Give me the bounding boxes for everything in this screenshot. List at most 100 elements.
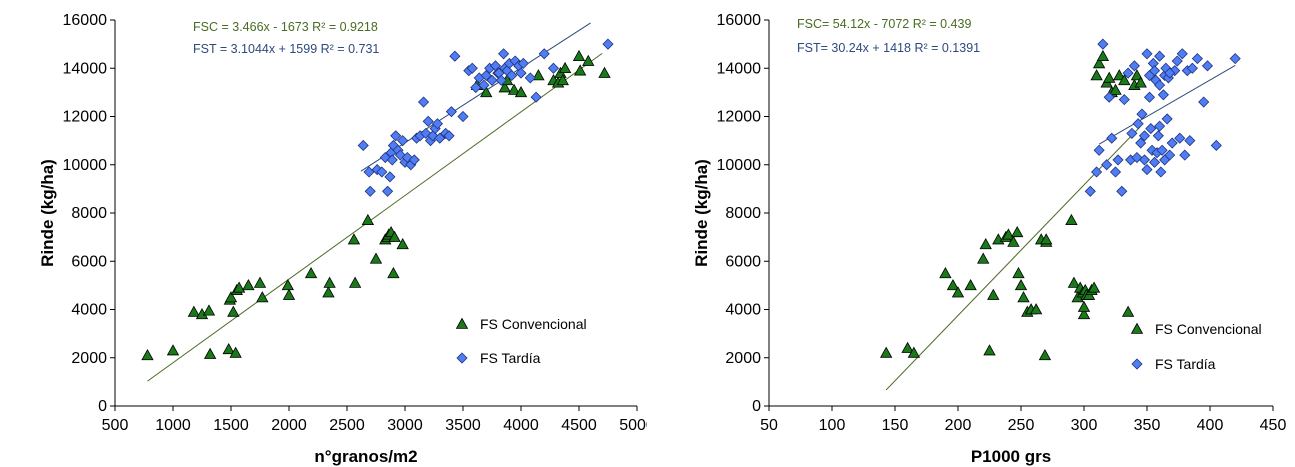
data-point	[573, 64, 587, 76]
y-tick-label: 8000	[71, 205, 107, 222]
data-point	[1141, 48, 1153, 60]
data-point	[1007, 235, 1020, 247]
data-point	[187, 305, 201, 317]
data-point	[1097, 38, 1109, 50]
data-point	[1116, 185, 1128, 197]
data-point	[498, 48, 510, 60]
x-tick-label: 400	[1197, 417, 1224, 434]
data-point	[445, 106, 457, 118]
legend-item: FS Convencional	[455, 316, 587, 332]
data-point	[1135, 137, 1147, 149]
data-point	[983, 344, 996, 356]
legend-triangle-icon	[1130, 322, 1144, 334]
data-point	[323, 276, 336, 288]
legend-label: FS Tardía	[480, 350, 541, 366]
data-point	[1002, 228, 1015, 240]
y-tick-label: 6000	[71, 253, 107, 270]
data-point	[202, 304, 216, 316]
data-point	[480, 86, 493, 98]
y-tick-label: 2000	[725, 350, 761, 367]
data-point	[1157, 89, 1169, 101]
data-point	[376, 166, 388, 178]
data-point	[1198, 96, 1210, 108]
legend: FS Convencional FS Tardía	[455, 316, 587, 366]
data-point	[1148, 156, 1161, 168]
data-point	[907, 346, 921, 358]
data-point	[1161, 113, 1173, 125]
data-point	[1077, 308, 1091, 320]
data-point	[1154, 79, 1166, 91]
data-point	[1091, 166, 1103, 178]
data-point	[572, 49, 586, 61]
data-point	[582, 54, 595, 66]
data-point	[1134, 76, 1147, 88]
data-point	[556, 73, 569, 86]
data-point	[1090, 69, 1103, 81]
trend-equation-convencional: FSC= 54.12x - 7072 R² = 0.439	[797, 17, 971, 31]
x-tick-label: 350	[1134, 417, 1161, 434]
data-point	[1201, 60, 1214, 72]
y-tick-label: 12000	[63, 109, 108, 126]
data-point	[506, 69, 518, 82]
data-point	[224, 291, 238, 303]
data-point	[901, 341, 914, 353]
data-point	[939, 266, 952, 279]
data-point	[1118, 73, 1131, 86]
data-point	[222, 342, 235, 355]
data-point	[1029, 303, 1043, 315]
legend: FS Convencional FS Tardía	[1130, 321, 1262, 372]
legend-triangle-icon	[455, 317, 469, 329]
data-point	[1184, 135, 1196, 147]
data-point	[384, 171, 396, 183]
data-point	[987, 288, 1000, 300]
data-point	[538, 48, 550, 60]
data-point	[166, 344, 180, 356]
y-tick-label: 16000	[717, 12, 762, 29]
data-point	[1132, 118, 1144, 130]
data-point	[598, 66, 611, 78]
data-point	[417, 96, 430, 108]
y-tick-label: 4000	[71, 302, 107, 319]
data-point	[390, 130, 402, 142]
data-point	[1130, 69, 1144, 81]
data-point	[434, 132, 446, 144]
legend-diamond-icon	[1131, 358, 1143, 370]
data-point	[1109, 166, 1122, 178]
x-tick-label: 3000	[387, 417, 423, 434]
data-point	[1174, 132, 1186, 144]
data-point	[532, 69, 545, 81]
y-axis-title: Rinde (kg/ha)	[38, 159, 57, 267]
y-tick-label: 12000	[717, 109, 762, 126]
legend-label: FS Convencional	[1155, 321, 1262, 337]
data-point	[1017, 291, 1030, 303]
data-point	[396, 238, 409, 250]
trendline-tardia	[1098, 64, 1236, 145]
data-point	[524, 72, 536, 84]
data-point	[1087, 281, 1101, 293]
y-axis-title: Rinde (kg/ha)	[692, 159, 711, 267]
data-point	[397, 135, 409, 147]
data-point	[495, 74, 507, 86]
data-point	[478, 79, 490, 91]
data-point	[1103, 91, 1115, 103]
x-tick-label: 1500	[213, 417, 249, 434]
data-point	[1154, 50, 1166, 62]
data-point	[369, 252, 383, 264]
data-point	[1138, 154, 1151, 166]
data-point	[387, 266, 400, 279]
data-point	[558, 61, 572, 74]
data-point	[1103, 71, 1116, 83]
data-point	[964, 279, 977, 291]
data-point	[227, 305, 240, 317]
data-point	[203, 347, 217, 359]
data-point	[364, 185, 376, 197]
x-tick-label: 150	[882, 417, 909, 434]
trend-equation-convencional: FSC = 3.466x - 1673 R² = 0.9218	[193, 20, 378, 34]
data-point	[1154, 120, 1166, 132]
data-point	[1014, 279, 1028, 291]
data-point	[232, 281, 246, 293]
data-point	[1093, 144, 1105, 156]
data-point	[1191, 53, 1203, 65]
data-point	[1128, 60, 1140, 72]
data-point	[1113, 69, 1126, 81]
